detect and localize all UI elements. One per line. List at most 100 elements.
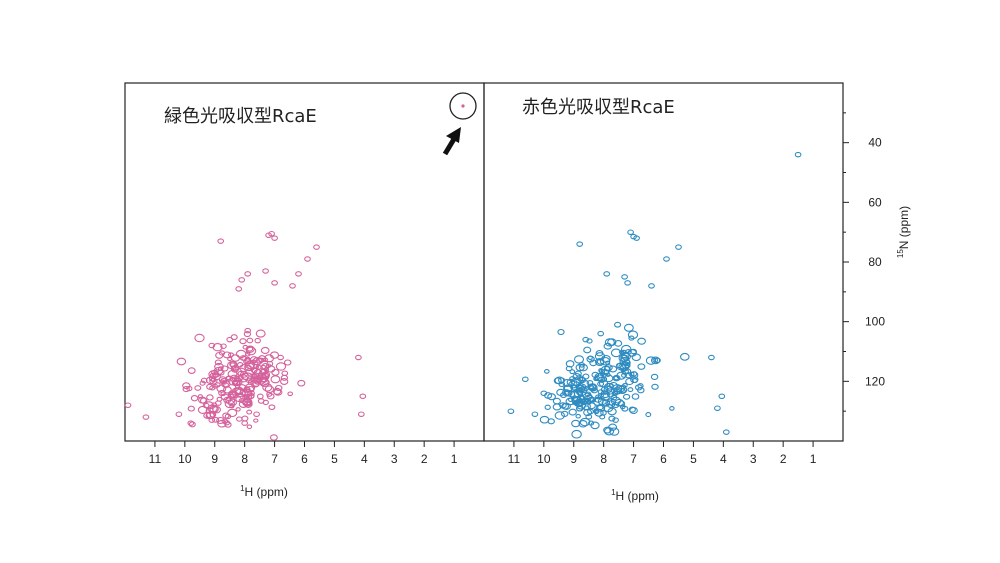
panel-green-rcae: 11 10 9 8 7 6 5 4 3 2 1 緑色光吸収型RcaE 1H (ppm) [124, 82, 485, 499]
peak [621, 274, 628, 280]
y-tick-label: 120 [865, 374, 885, 388]
x-tick-label: 8 [241, 452, 248, 466]
cluster-peak [241, 415, 249, 422]
peak [794, 151, 802, 158]
cluster-peak [634, 384, 643, 391]
cluster-peak [203, 412, 212, 419]
cluster-peak [223, 420, 231, 426]
cluster-peak [197, 405, 208, 414]
cluster-peak [587, 408, 594, 415]
cluster-peak [256, 393, 264, 400]
y-tick-label: 40 [868, 136, 882, 150]
peak [675, 244, 682, 250]
peak [262, 268, 269, 274]
cluster-peak [608, 365, 618, 373]
peak [708, 354, 715, 361]
cluster-peak [227, 398, 237, 407]
cluster-peak [622, 393, 631, 400]
x-tick-label: 2 [780, 452, 787, 466]
cluster-peak [251, 367, 261, 375]
cluster-peak [217, 419, 227, 428]
cluster-peak [611, 401, 620, 409]
peak [648, 283, 655, 289]
cluster-peak [275, 362, 287, 371]
cluster-peak [620, 344, 632, 354]
cluster-peak [197, 394, 203, 399]
cluster-peak [571, 429, 582, 439]
cluster-peak [637, 337, 646, 345]
cluster-peak [603, 426, 612, 434]
x-axis-ticks: 11 10 9 8 7 6 5 4 3 2 1 [508, 441, 817, 466]
cluster-peak [253, 418, 259, 423]
cluster-peak [297, 379, 306, 387]
cluster-peak [539, 415, 550, 424]
cluster-peak [287, 391, 294, 397]
cluster-peak [650, 373, 659, 381]
cluster-peak [233, 380, 239, 385]
x-tick-label: 4 [720, 452, 727, 466]
cluster-peak [213, 367, 224, 376]
cluster-peak [631, 353, 641, 362]
cluster-peak [590, 421, 600, 430]
cluster-peak [575, 388, 584, 395]
cluster-peak [252, 375, 262, 384]
peak [295, 271, 302, 277]
peak [187, 420, 195, 426]
cluster-peak [614, 321, 622, 328]
cluster-peak [587, 396, 595, 403]
cluster-peak [264, 385, 275, 394]
cluster-peak [228, 391, 236, 398]
annotation-circle [449, 92, 477, 120]
cluster-peak [227, 361, 237, 370]
cluster-peak [521, 376, 529, 383]
cluster-peak [594, 352, 606, 361]
x-tick-label: 3 [391, 452, 398, 466]
cluster-peak [572, 400, 578, 406]
cluster-peak [214, 359, 222, 366]
cluster-peak [569, 369, 576, 375]
cluster-peak [249, 373, 255, 378]
cluster-peak [194, 333, 205, 343]
cluster-peak [216, 384, 227, 393]
cluster-peak [236, 416, 243, 422]
cluster-peak [594, 409, 604, 417]
cluster-peak [225, 375, 234, 382]
cluster-peak [575, 413, 581, 419]
cluster-peak [268, 404, 276, 411]
cluster-peak [229, 374, 240, 383]
cluster-peak [559, 402, 567, 409]
cluster-peak [625, 377, 634, 386]
cluster-peak [187, 367, 196, 374]
cluster-peak [219, 379, 225, 384]
cluster-peak [247, 380, 254, 385]
cluster-peak [576, 401, 587, 410]
cluster-peak [554, 411, 565, 420]
peak [359, 393, 367, 400]
x-tick-label: 9 [211, 452, 218, 466]
x-tick-label: 4 [361, 452, 368, 466]
cluster-peak [246, 409, 253, 415]
peak [241, 420, 249, 426]
cluster-peak [188, 421, 196, 428]
x-axis-title: 1H (ppm) [611, 488, 659, 503]
cluster-peak [579, 417, 591, 427]
peaks-green [124, 230, 367, 441]
cluster-peak [585, 414, 593, 420]
cluster-peak [265, 363, 272, 368]
x-tick-label: 6 [660, 452, 667, 466]
x-tick-label: 1 [810, 452, 817, 466]
x-tick-label: 11 [149, 452, 162, 466]
cluster-peak [562, 379, 572, 387]
cluster-peak [244, 362, 255, 372]
peaks-red [507, 151, 802, 439]
cluster-peak [227, 408, 238, 418]
cluster-peak [650, 356, 661, 365]
cluster-peak [617, 385, 628, 395]
peak [271, 235, 278, 241]
cluster-peak [230, 354, 241, 362]
plot-frame [483, 82, 844, 442]
cluster-peak [621, 372, 627, 378]
cluster-peak [601, 354, 611, 363]
cluster-peak [576, 405, 584, 412]
